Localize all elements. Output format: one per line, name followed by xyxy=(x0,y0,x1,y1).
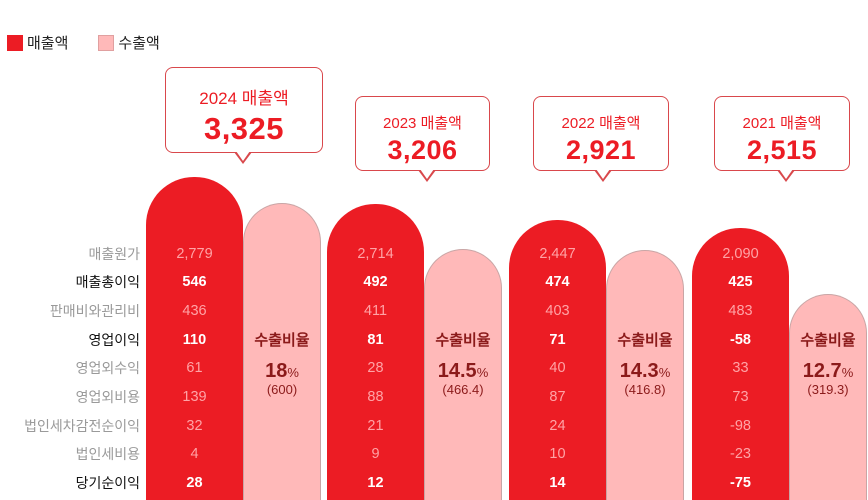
value-2021-non-operating-expense: 73 xyxy=(732,389,749,405)
export-amount: (600) xyxy=(266,382,298,397)
value-2021-net-income: -75 xyxy=(730,475,751,491)
sales-bar-2023 xyxy=(327,204,424,500)
value-2023-non-operating-expense: 88 xyxy=(367,389,384,405)
value-2022-sga: 403 xyxy=(545,303,570,319)
value-2023-pretax-income: 21 xyxy=(367,418,384,434)
export-ratio-2021: 수출비율 12.7% (319.3) xyxy=(789,329,867,397)
legend: 매출액 수출액 xyxy=(7,32,190,53)
row-label-sga: 판매비와관리비 xyxy=(49,303,140,319)
callout-pointer xyxy=(594,168,612,182)
export-ratio-label: 수출비율 xyxy=(800,332,856,349)
value-2023-sga: 411 xyxy=(363,303,388,319)
callout-value-2024: 3,325 xyxy=(203,111,285,146)
value-2022-income-tax: 10 xyxy=(549,446,566,462)
value-2024-non-operating-expense: 139 xyxy=(182,389,207,405)
row-label-operating-income: 영업이익 xyxy=(88,332,140,348)
value-2023-gross-profit: 492 xyxy=(363,274,388,290)
row-label-pretax-income: 법인세차감전순이익 xyxy=(24,418,140,434)
legend-item-export: 수출액 xyxy=(98,32,160,53)
value-2021-cost-of-sales: 2,090 xyxy=(722,246,759,262)
row-label-cost-of-sales: 매출원가 xyxy=(88,246,140,262)
sales-bar-2021 xyxy=(692,228,789,500)
value-2023-net-income: 12 xyxy=(367,475,384,491)
callout-title-2024: 2024 매출액 xyxy=(199,89,289,108)
value-2021-sga: 483 xyxy=(728,303,753,319)
value-2023-income-tax: 9 xyxy=(371,446,380,462)
row-label-non-operating-income: 영업외수익 xyxy=(75,360,140,376)
export-amount: (466.4) xyxy=(442,382,484,397)
callout-value-2022: 2,921 xyxy=(565,135,637,165)
value-2021-income-tax: -23 xyxy=(730,446,751,462)
value-2022-cost-of-sales: 2,447 xyxy=(539,246,576,262)
export-ratio-2024: 수출비율 18% (600) xyxy=(243,329,321,397)
value-2021-non-operating-income: 33 xyxy=(732,360,749,376)
sales-swatch xyxy=(7,34,23,51)
legend-label-export: 수출액 xyxy=(118,35,160,52)
callout-pointer xyxy=(418,168,436,182)
callout-title-2023: 2023 매출액 xyxy=(383,115,462,132)
callout-2024: 2024 매출액 3,325 xyxy=(165,67,323,164)
legend-label-sales: 매출액 xyxy=(27,35,69,52)
value-2023-cost-of-sales: 2,714 xyxy=(357,246,394,262)
export-ratio-percent: 12.7% xyxy=(802,360,854,382)
value-2023-non-operating-income: 28 xyxy=(367,360,384,376)
value-2024-pretax-income: 32 xyxy=(186,418,203,434)
callout-2022: 2022 매출액 2,921 xyxy=(533,96,669,182)
callout-pointer xyxy=(777,168,795,182)
value-2024-gross-profit: 546 xyxy=(182,274,207,290)
value-2022-net-income: 14 xyxy=(549,475,566,491)
callout-value-2021: 2,515 xyxy=(746,135,818,165)
value-2024-net-income: 28 xyxy=(186,475,203,491)
export-amount: (416.8) xyxy=(624,382,666,397)
export-bar-2023 xyxy=(424,249,502,500)
export-swatch xyxy=(98,34,115,51)
callout-value-2023: 3,206 xyxy=(387,135,458,165)
value-2022-non-operating-expense: 87 xyxy=(549,389,566,405)
value-2021-operating-income: -58 xyxy=(730,332,751,348)
sales-bar-2024 xyxy=(146,177,243,500)
value-2021-gross-profit: 425 xyxy=(728,274,753,290)
export-ratio-percent: 14.3% xyxy=(619,360,671,382)
export-bar-2021 xyxy=(789,294,867,500)
row-label-net-income: 당기순이익 xyxy=(75,475,140,491)
value-2022-non-operating-income: 40 xyxy=(549,360,566,376)
value-2024-operating-income: 110 xyxy=(182,332,207,348)
callout-2021: 2021 매출액 2,515 xyxy=(714,96,850,182)
sales-bar-2022 xyxy=(509,220,606,500)
value-2024-sga: 436 xyxy=(182,303,207,319)
value-2021-pretax-income: -98 xyxy=(730,418,751,434)
callout-title-2022: 2022 매출액 xyxy=(561,115,641,132)
export-bar-2022 xyxy=(606,250,684,500)
export-amount: (319.3) xyxy=(807,382,849,397)
value-2022-operating-income: 71 xyxy=(549,332,566,348)
export-ratio-percent: 18% xyxy=(265,360,299,382)
value-2022-gross-profit: 474 xyxy=(545,274,570,290)
value-2022-pretax-income: 24 xyxy=(549,418,566,434)
row-label-gross-profit: 매출총이익 xyxy=(75,274,140,290)
value-2024-non-operating-income: 61 xyxy=(186,360,203,376)
callout-pointer xyxy=(234,150,252,164)
row-label-non-operating-expense: 영업외비용 xyxy=(75,389,140,405)
export-ratio-2023: 수출비율 14.5% (466.4) xyxy=(424,329,502,397)
row-label-income-tax: 법인세비용 xyxy=(75,446,140,462)
export-bar-2024 xyxy=(243,203,321,500)
value-2024-cost-of-sales: 2,779 xyxy=(176,246,213,262)
export-ratio-label: 수출비율 xyxy=(254,332,310,349)
value-2024-income-tax: 4 xyxy=(190,446,199,462)
callout-2023: 2023 매출액 3,206 xyxy=(355,96,490,182)
callout-title-2021: 2021 매출액 xyxy=(742,115,822,132)
export-ratio-percent: 14.5% xyxy=(437,360,489,382)
value-2023-operating-income: 81 xyxy=(367,332,384,348)
export-ratio-label: 수출비율 xyxy=(435,332,491,349)
export-ratio-2022: 수출비율 14.3% (416.8) xyxy=(606,329,684,397)
export-ratio-label: 수출비율 xyxy=(617,332,673,349)
legend-item-sales: 매출액 xyxy=(7,32,68,53)
